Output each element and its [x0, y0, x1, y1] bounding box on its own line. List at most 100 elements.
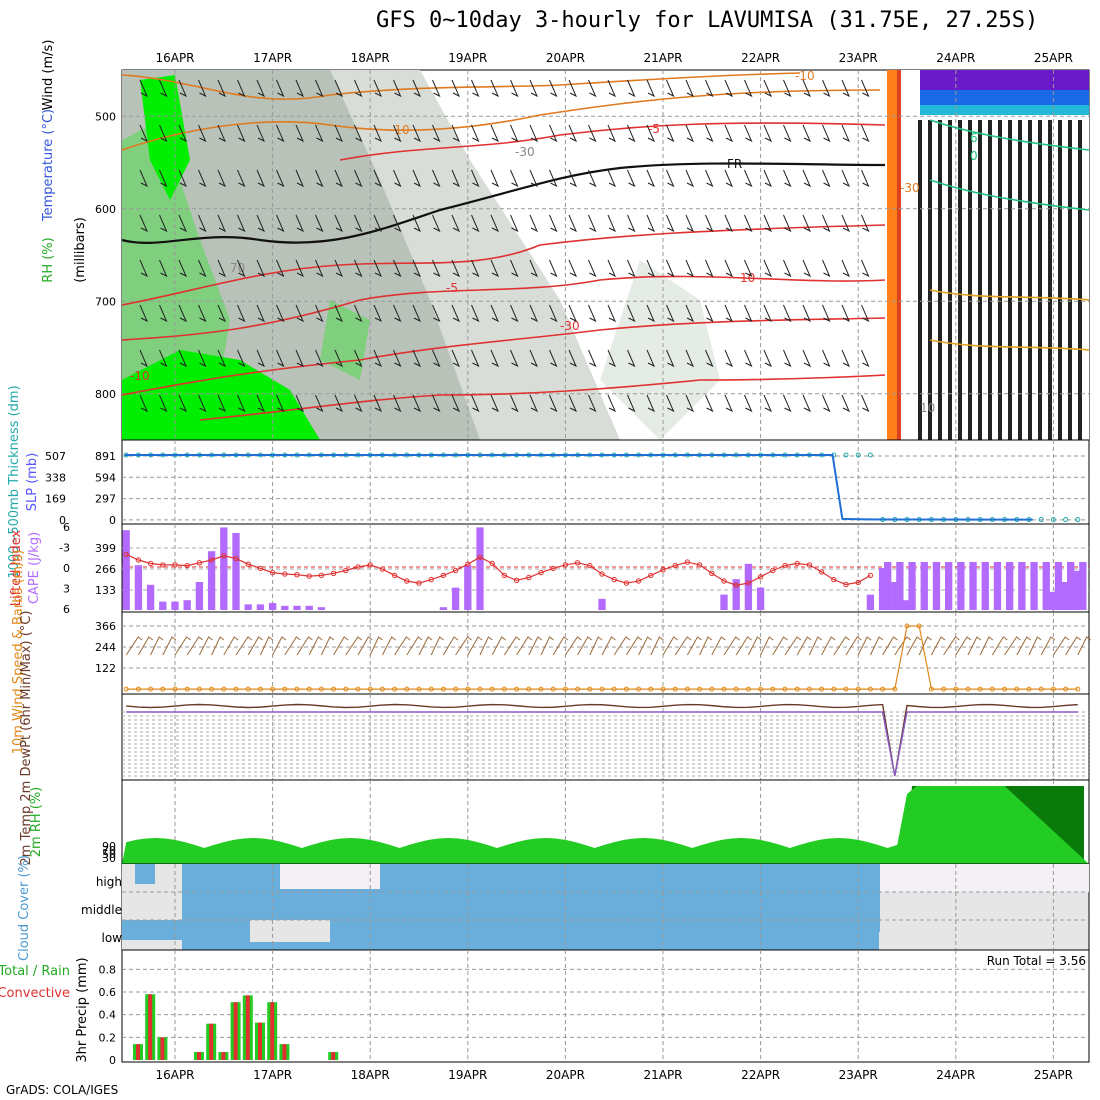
wind-barb [256, 394, 266, 413]
li-point [330, 570, 337, 576]
li-point [391, 572, 398, 579]
wind-barb [841, 124, 851, 143]
wind-barb [699, 636, 713, 656]
cape-bar [1018, 562, 1026, 610]
thickness-point [1050, 517, 1056, 523]
wind-barb [178, 124, 188, 143]
precip-tick: 0.6 [99, 986, 117, 999]
wind-barb [861, 79, 870, 98]
wind-barb [646, 214, 656, 233]
wind-barb [796, 636, 812, 656]
wind-barb [549, 169, 558, 188]
li-point [257, 565, 264, 572]
wind-barb [705, 124, 714, 143]
wind-barb [613, 636, 631, 656]
lifted-index-axis-label: Lifted Index [9, 529, 24, 606]
wind-barb [822, 304, 831, 323]
wind-barb [451, 304, 461, 323]
wind-barb [451, 349, 461, 368]
wind-barb [588, 79, 597, 98]
top-date-labels: 16APR 17APR 18APR 19APR 20APR 21APR 22APR 23APR… [155, 51, 1072, 65]
li-point [770, 567, 776, 574]
li-point [782, 562, 788, 569]
wind-barb [334, 259, 344, 278]
wind-barb [432, 259, 441, 278]
wind-barb [607, 214, 617, 233]
date-label-bottom: 19APR [448, 1068, 487, 1082]
wind-barb [747, 636, 762, 656]
wind-barb [198, 214, 207, 233]
wind-barb [705, 394, 714, 413]
contour-label: 0 [970, 149, 978, 163]
wind-barb [822, 394, 831, 413]
wind-barb [607, 304, 617, 323]
wind-barb [276, 349, 285, 368]
li-point [440, 572, 447, 579]
pressure-tick: 700 [95, 295, 116, 308]
wind-barb [549, 124, 558, 143]
wind-barb [369, 636, 383, 656]
wind-barb [763, 394, 773, 413]
wind-barb [1004, 636, 1021, 656]
wind-barb [412, 214, 422, 233]
wind-barb [139, 169, 149, 188]
thickness-point [867, 452, 873, 458]
precip-bar-convective [209, 1023, 214, 1060]
wind-barb [373, 304, 383, 323]
wind-barb [943, 636, 960, 656]
wind-barb [882, 636, 898, 656]
wind-barb [308, 636, 323, 656]
wind-barb [284, 636, 301, 656]
wind-barb [955, 636, 972, 656]
wind-barb [393, 79, 402, 98]
wind-speed-series [126, 625, 1078, 690]
wind-barb [217, 349, 227, 368]
cape-bar [756, 587, 765, 610]
li-point [477, 554, 483, 560]
wind-barb [479, 636, 493, 656]
cape-bar [1054, 562, 1063, 610]
wind-barb [237, 259, 246, 278]
wind-barb [646, 124, 656, 143]
thickness-axis-label: 1000~500mb Thickness (dm) [7, 385, 22, 578]
li-point [526, 574, 532, 581]
li-point [623, 580, 630, 586]
contour-label: -10 [130, 369, 150, 383]
wind-barb [833, 636, 850, 656]
cape-bar [1079, 562, 1087, 610]
li-point [757, 574, 764, 580]
cloud-level-labels: high middle low [81, 875, 122, 945]
wind-barb [334, 349, 344, 368]
wind-barb [412, 169, 422, 188]
contour-label: 70 [230, 261, 245, 275]
cape-bar [891, 582, 899, 610]
wind-barb [666, 304, 675, 323]
wind-barb [549, 304, 558, 323]
li-point [648, 572, 654, 579]
wind-barb [1065, 636, 1082, 656]
wind-barb [295, 259, 305, 278]
wind-barb [393, 214, 402, 233]
precip-bar-convective [160, 1037, 165, 1060]
wind-barb [627, 214, 636, 233]
cape-bar [878, 568, 887, 610]
cape-bar [720, 594, 728, 610]
thickness-point [1038, 517, 1044, 523]
wind-barb [256, 349, 266, 368]
wind-barb [490, 349, 500, 368]
wind-barb [178, 304, 188, 323]
wind-barb [588, 349, 597, 368]
wind-barb [490, 304, 500, 323]
wind-barb [217, 304, 227, 323]
date-label-bottom: 24APR [936, 1068, 975, 1082]
cape-bar [932, 562, 941, 610]
wind-barb [841, 394, 851, 413]
wind-barb [744, 304, 753, 323]
wind-barb [744, 124, 753, 143]
cloud-gap [250, 920, 330, 942]
wind-barb [735, 636, 752, 656]
li-point [599, 571, 605, 577]
wind-barb [1052, 636, 1070, 656]
wind-barb [918, 636, 932, 656]
